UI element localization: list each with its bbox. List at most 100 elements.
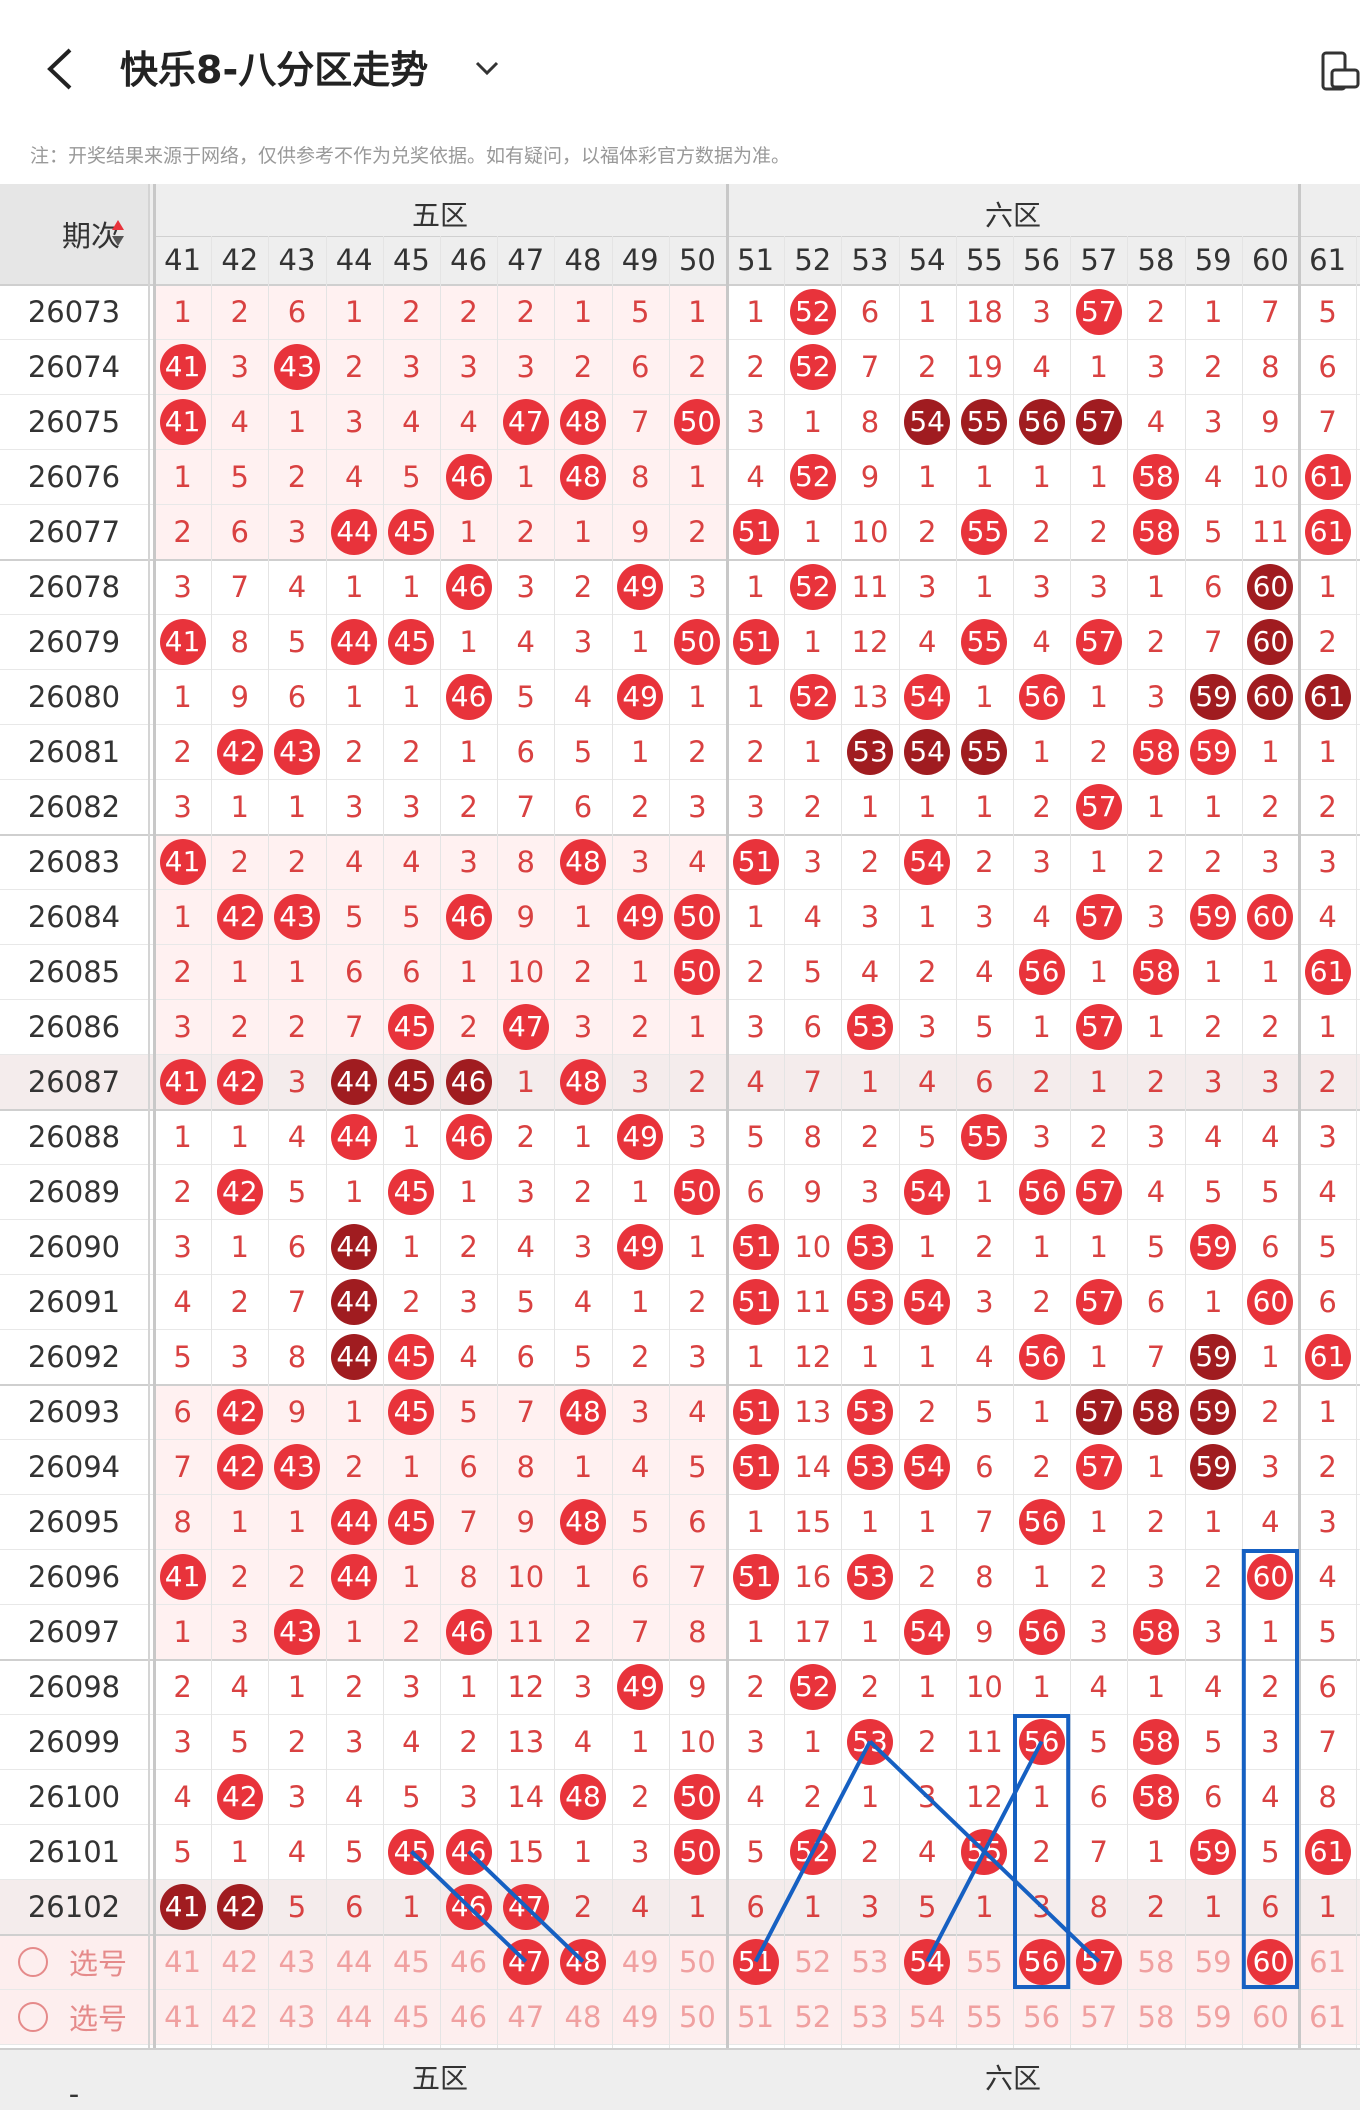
select-number-cell[interactable]: 47 (507, 1999, 545, 2034)
select-number-cell[interactable]: 52 (794, 1944, 832, 1979)
drawn-number-ball[interactable]: 47 (502, 1938, 549, 1985)
select-number-cell[interactable]: 50 (678, 1999, 716, 2034)
trend-cell: 54 (899, 394, 956, 449)
drawn-number-ball[interactable]: 57 (1075, 1938, 1122, 1985)
period-cell: 26085 (27, 954, 121, 989)
select-number-cell[interactable]: 41 (164, 1944, 202, 1979)
select-number-cell[interactable]: 42 (221, 1944, 259, 1979)
trend-cell: 6 (287, 679, 307, 714)
trend-cell: 3 (344, 789, 364, 824)
sort-arrows-icon[interactable] (110, 218, 126, 248)
trend-cell: 1 (860, 1064, 880, 1099)
trend-cell: 1 (688, 1009, 707, 1044)
trend-cell: 60 (1242, 1274, 1299, 1329)
device-rotate-icon[interactable] (1320, 50, 1360, 92)
trend-cell: 53 (841, 1439, 898, 1494)
select-label[interactable]: 选号 (68, 1946, 127, 1981)
select-number-cell[interactable]: 44 (335, 1999, 373, 2034)
trend-cell: 8 (860, 404, 880, 439)
select-number-cell[interactable]: 55 (965, 1944, 1003, 1979)
select-number-cell[interactable]: 58 (1137, 1999, 1175, 2034)
trend-cell: 5 (1261, 1834, 1280, 1869)
drawn-number-ball[interactable]: 56 (1018, 1938, 1065, 1985)
trend-cell: 2 (573, 1174, 593, 1209)
select-number-cell[interactable]: 59 (1194, 1999, 1232, 2034)
drawn-number-ball: 51 (732, 1388, 779, 1435)
period-cell: 26078 (27, 569, 121, 604)
page-title[interactable]: 快乐8-八分区走势 (120, 48, 429, 92)
trend-cell: 1 (688, 294, 707, 329)
drawn-number-ball: 51 (732, 618, 779, 665)
select-number-cell[interactable]: 54 (899, 1934, 956, 1989)
select-number-cell[interactable]: 53 (851, 1944, 889, 1979)
trend-cell: 57 (1070, 284, 1127, 339)
select-radio-icon[interactable] (18, 1947, 48, 1977)
select-number-cell[interactable]: 53 (851, 1999, 889, 2034)
select-number-cell[interactable]: 47 (497, 1934, 554, 1989)
select-number-cell[interactable]: 42 (221, 1999, 259, 2034)
select-number-cell[interactable]: 57 (1070, 1934, 1127, 1989)
trend-cell: 15 (794, 1504, 832, 1539)
select-number-cell[interactable]: 45 (392, 1944, 430, 1979)
drawn-number-ball: 47 (502, 1003, 549, 1050)
select-number-cell[interactable]: 44 (335, 1944, 373, 1979)
drawn-number-ball[interactable]: 60 (1247, 1938, 1294, 1985)
drawn-number-ball: 42 (216, 1388, 263, 1435)
select-number-cell[interactable]: 61 (1309, 1999, 1347, 2034)
trend-cell: 4 (1261, 1504, 1280, 1539)
trend-cell: 1 (1089, 1064, 1108, 1099)
chevron-down-icon[interactable] (474, 58, 500, 78)
trend-cell: 56 (1013, 669, 1070, 724)
select-number-cell[interactable]: 60 (1251, 1999, 1289, 2034)
select-number-cell[interactable]: 52 (794, 1999, 832, 2034)
select-number-cell[interactable]: 59 (1194, 1944, 1232, 1979)
trend-cell: 41 (154, 394, 211, 449)
select-number-cell[interactable]: 50 (678, 1944, 716, 1979)
select-number-cell[interactable]: 57 (1080, 1999, 1118, 2034)
select-number-cell[interactable]: 51 (727, 1934, 784, 1989)
trend-cell: 3 (1203, 1614, 1223, 1649)
drawn-number-ball[interactable]: 54 (904, 1938, 951, 1985)
trend-cell: 2 (516, 294, 535, 329)
select-number-cell[interactable]: 61 (1309, 1944, 1347, 1979)
select-number-cell[interactable]: 48 (564, 1999, 602, 2034)
drawn-number-ball: 49 (617, 1113, 664, 1160)
trend-cell: 44 (326, 1219, 383, 1274)
select-number-cell[interactable]: 46 (450, 1944, 488, 1979)
select-number-cell[interactable]: 54 (908, 1999, 946, 2034)
select-number-cell[interactable]: 55 (965, 1999, 1003, 2034)
trend-cell: 1 (573, 1559, 593, 1594)
trend-cell: 1 (402, 1449, 421, 1484)
column-divider (1184, 236, 1186, 2110)
drawn-number-ball[interactable]: 51 (732, 1938, 779, 1985)
select-number-cell[interactable]: 49 (621, 1999, 659, 2034)
select-number-cell[interactable]: 45 (392, 1999, 430, 2034)
trend-cell: 4 (573, 1724, 593, 1759)
trend-cell: 1 (287, 1669, 307, 1704)
trend-cell: 5 (516, 1284, 535, 1319)
trend-cell: 56 (1013, 1329, 1070, 1384)
trend-cell: 2 (1318, 624, 1337, 659)
consecutive-number-ball: 44 (331, 1223, 378, 1270)
select-number-cell[interactable]: 58 (1137, 1944, 1175, 1979)
select-number-cell[interactable]: 48 (554, 1934, 611, 1989)
drawn-number-ball[interactable]: 48 (559, 1938, 606, 1985)
trend-cell: 1 (230, 1504, 249, 1539)
select-number-cell[interactable]: 43 (278, 1944, 316, 1979)
select-number-cell[interactable]: 56 (1023, 1999, 1061, 2034)
period-header[interactable]: 期次 (61, 219, 120, 253)
trend-cell: 2 (230, 1559, 249, 1594)
trend-cell: 2 (173, 1669, 192, 1704)
select-number-cell[interactable]: 46 (450, 1999, 488, 2034)
select-number-cell[interactable]: 60 (1242, 1934, 1299, 1989)
select-number-cell[interactable]: 41 (164, 1999, 202, 2034)
select-number-cell[interactable]: 56 (1013, 1934, 1070, 1989)
select-number-cell[interactable]: 49 (621, 1944, 659, 1979)
select-number-cell[interactable]: 51 (737, 1999, 775, 2034)
back-chevron-icon[interactable] (40, 44, 80, 94)
select-number-cell[interactable]: 43 (278, 1999, 316, 2034)
trend-cell: 61 (1299, 1824, 1356, 1879)
trend-cell: 6 (173, 1394, 192, 1429)
select-label[interactable]: 选号 (68, 2001, 127, 2036)
select-radio-icon[interactable] (18, 2002, 48, 2032)
